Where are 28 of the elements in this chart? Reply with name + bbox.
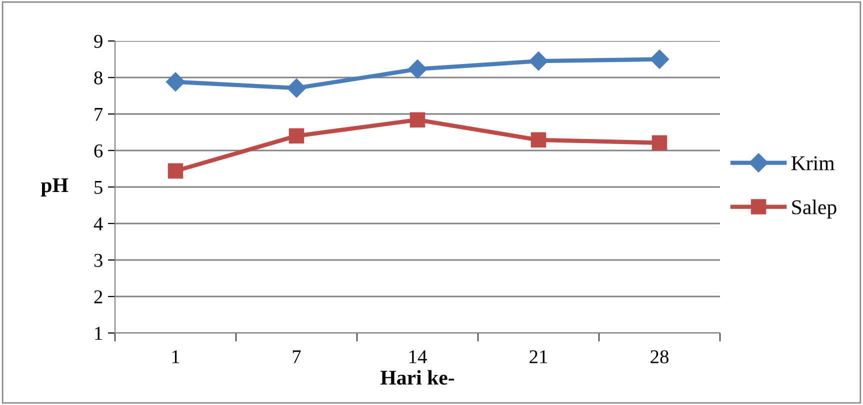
- y-tick-label: 1: [95, 326, 102, 340]
- y-tick-label: 2: [94, 290, 102, 304]
- x-tick-label: 28: [650, 350, 668, 364]
- point: [288, 128, 304, 144]
- point: [650, 50, 670, 69]
- x-tick-label: 1: [172, 350, 180, 364]
- point: [652, 135, 668, 150]
- y-tick-label: 8: [94, 71, 102, 84]
- y-tick-label: 4: [94, 217, 103, 230]
- point: [168, 163, 184, 179]
- y-tick-label: 6: [94, 144, 103, 158]
- point: [528, 52, 548, 71]
- point: [166, 72, 186, 92]
- legend-label: Krim: [791, 156, 834, 170]
- y-tick-label: 5: [94, 181, 102, 194]
- y-axis-title: pH: [40, 178, 68, 196]
- x-tick-label: 14: [409, 350, 427, 364]
- x-tick-label: 21: [530, 350, 548, 364]
- y-tick-label: 9: [94, 34, 102, 48]
- point: [408, 60, 428, 79]
- y-tick-label: 3: [94, 254, 102, 267]
- legend-label: Salep: [792, 200, 836, 219]
- point: [286, 78, 306, 98]
- x-tick-label: 7: [292, 350, 301, 364]
- point: [530, 132, 546, 148]
- y-tick-label: 7: [94, 108, 103, 121]
- point: [410, 112, 426, 128]
- x-axis-title: Hari ke-: [380, 370, 454, 385]
